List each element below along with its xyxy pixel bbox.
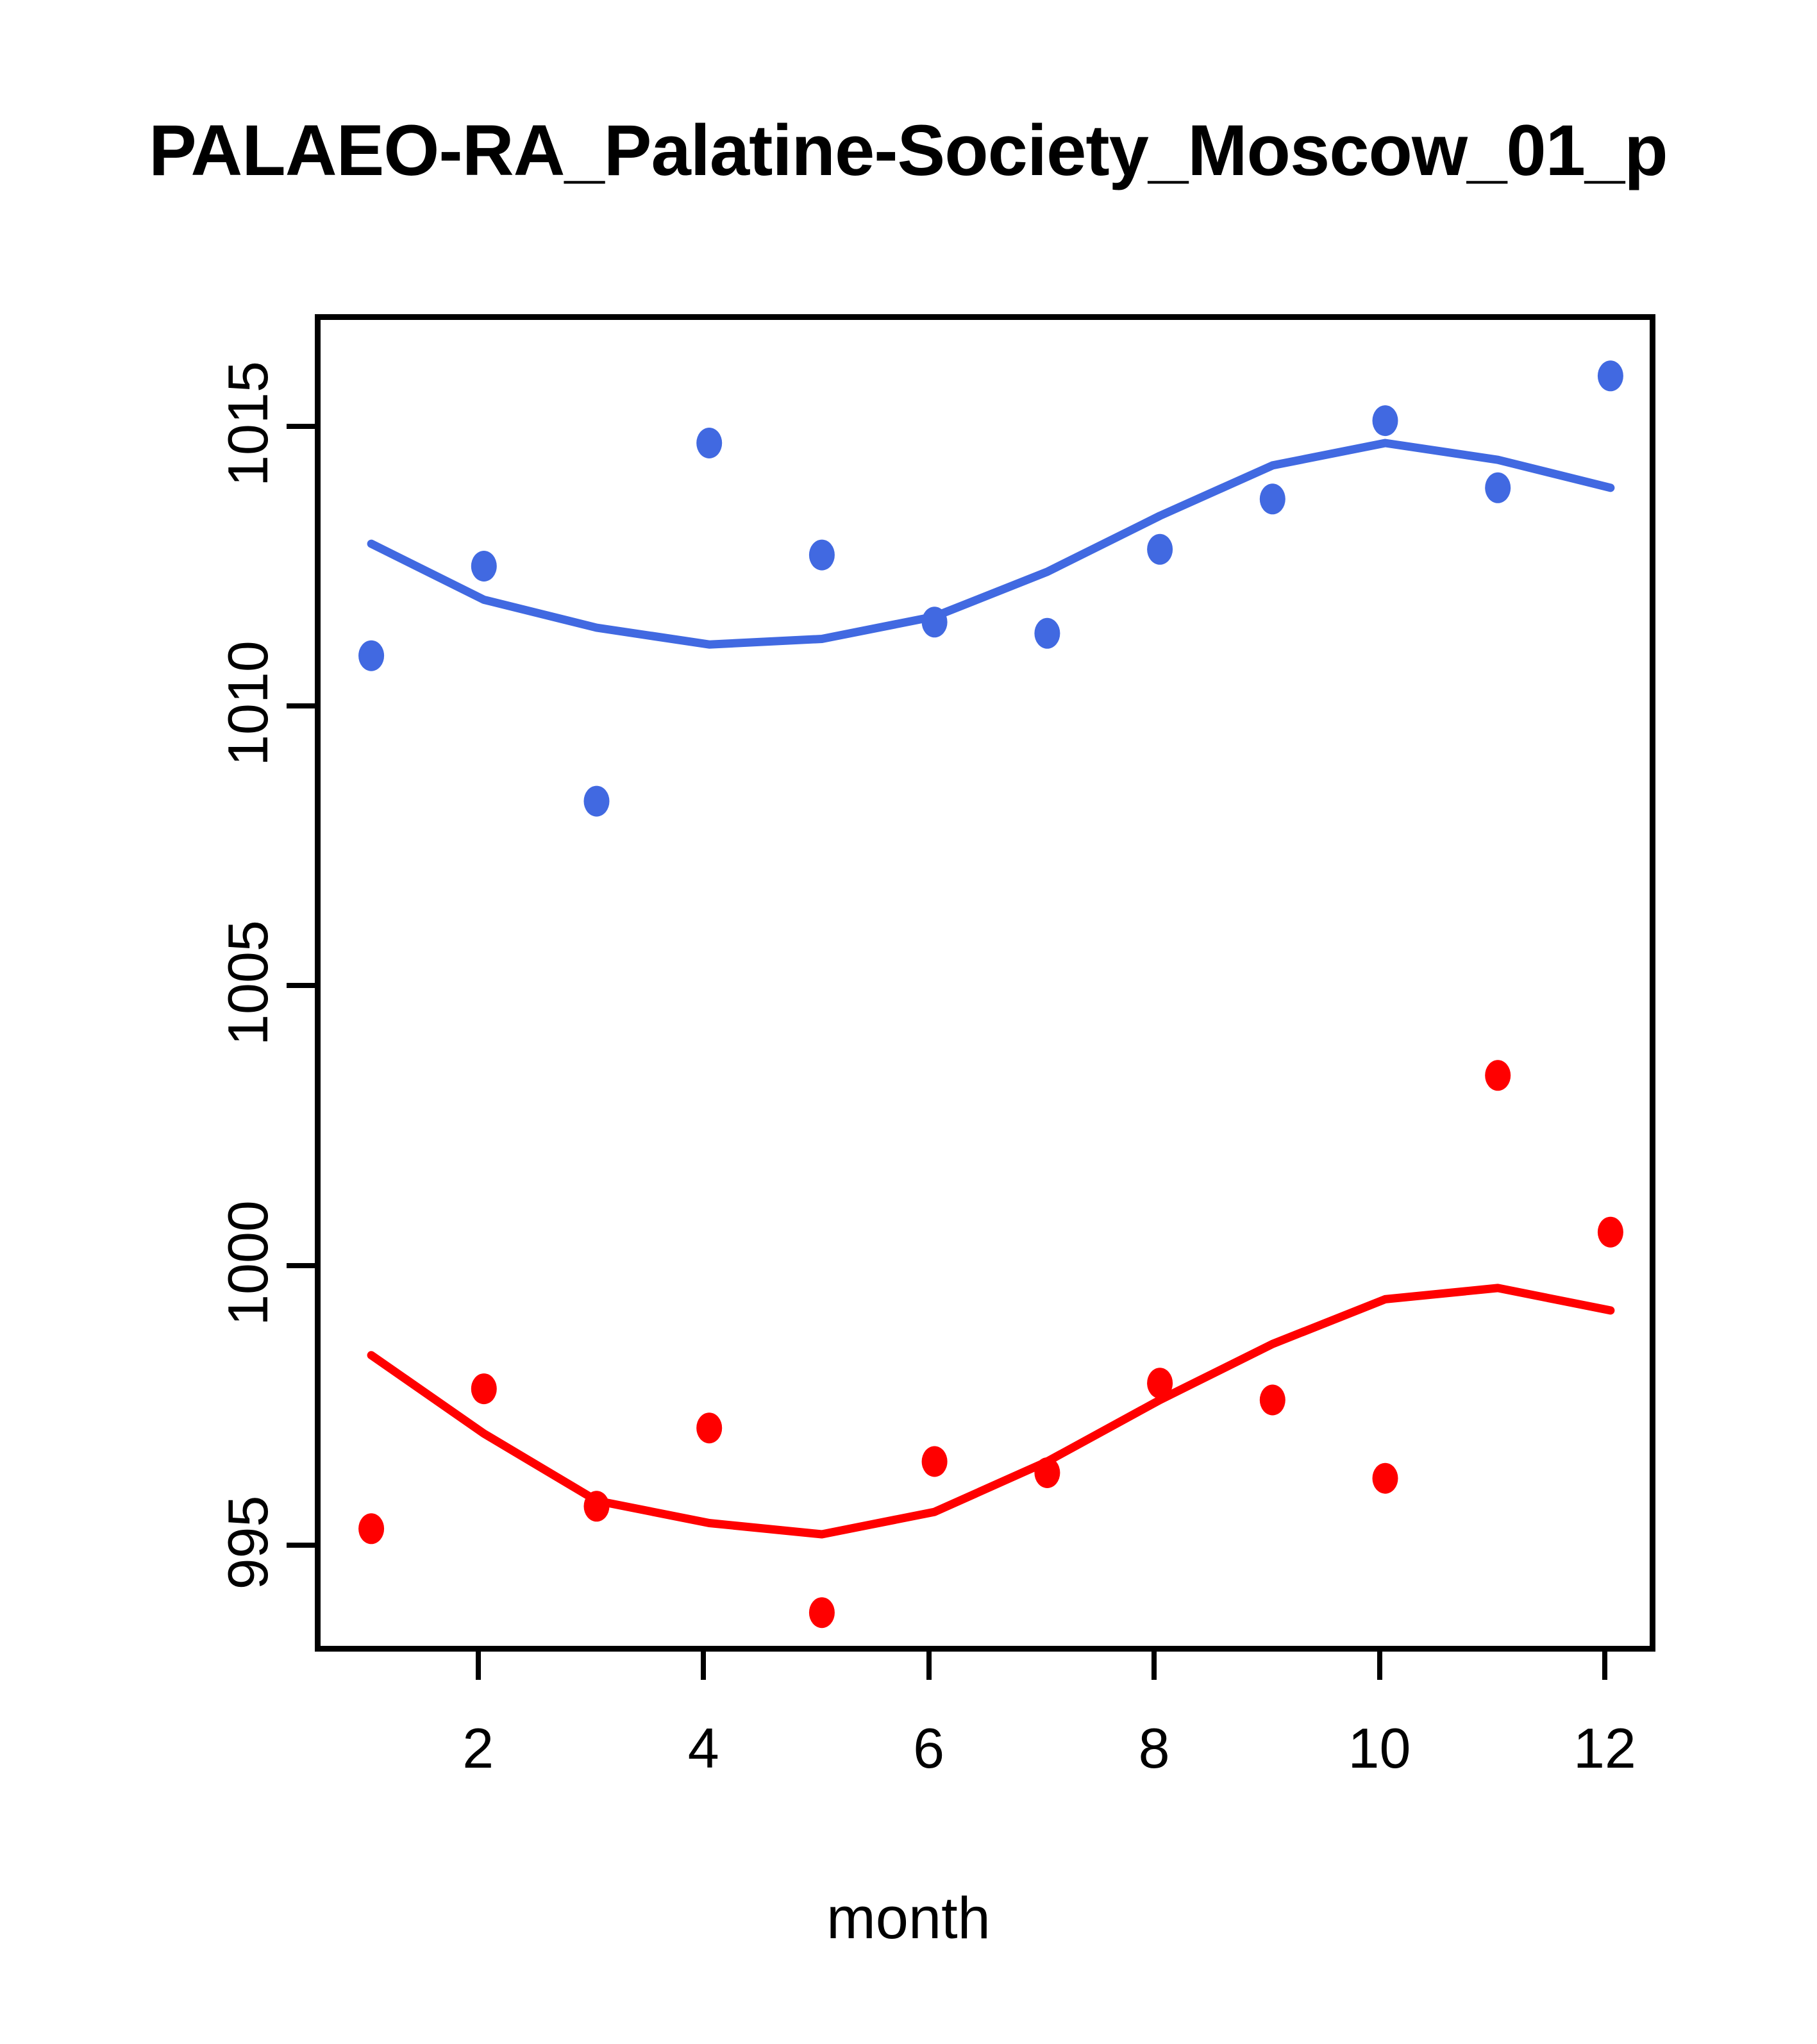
x-axis-tick-label: 6: [913, 1716, 945, 1780]
x-axis-tick-label: 2: [462, 1716, 494, 1780]
x-axis-tick-label: 8: [1138, 1716, 1170, 1780]
x-axis-tick: [701, 1652, 707, 1680]
y-axis-tick: [287, 703, 315, 708]
data-point: [1372, 405, 1398, 437]
data-point: [921, 1446, 948, 1477]
data-point: [1485, 472, 1511, 503]
x-axis-tick: [475, 1652, 481, 1680]
data-point: [808, 539, 835, 571]
y-axis-tick-label: 1010: [216, 641, 280, 766]
x-axis-tick-label: 10: [1348, 1716, 1411, 1780]
data-point: [1597, 1216, 1623, 1248]
y-axis-tick-label: 1000: [216, 1200, 280, 1326]
data-point: [583, 785, 610, 817]
series-data-points: [358, 360, 1623, 1629]
x-axis-tick: [1602, 1652, 1607, 1680]
data-point: [471, 1373, 497, 1405]
data-point: [358, 640, 385, 671]
data-point: [1147, 1368, 1173, 1399]
data-point: [1259, 1384, 1285, 1416]
y-axis-tick: [287, 1543, 315, 1548]
data-point: [921, 607, 948, 638]
y-axis-tick: [287, 423, 315, 429]
data-point: [1372, 1462, 1398, 1494]
data-point: [808, 1597, 835, 1629]
plot-svg: [358, 360, 1623, 1629]
x-axis-tick-label: 4: [687, 1716, 719, 1780]
series-trend-lines: [367, 439, 1615, 1539]
data-point: [696, 428, 723, 458]
data-point: [1034, 617, 1060, 649]
y-axis-tick-label: 1015: [216, 360, 280, 487]
data-point: [583, 1491, 610, 1522]
x-axis-tick: [926, 1652, 932, 1680]
data-point: [1597, 360, 1623, 392]
y-axis-tick-label: 995: [216, 1495, 280, 1590]
data-point: [358, 1513, 385, 1545]
x-axis-title: month: [826, 1886, 991, 1951]
y-axis-tick: [287, 983, 315, 989]
y-axis-tick-label: 1005: [216, 920, 280, 1046]
x-axis-tick-label: 12: [1573, 1716, 1636, 1780]
data-point: [1259, 483, 1285, 515]
data-point: [1147, 533, 1173, 565]
data-point: [1485, 1060, 1511, 1091]
plot-area: [315, 314, 1655, 1652]
y-axis-tick: [287, 1262, 315, 1268]
trend-line-lower-series: [367, 1284, 1615, 1539]
data-point: [471, 551, 497, 582]
x-axis-tick: [1151, 1652, 1157, 1680]
data-point: [1034, 1457, 1060, 1488]
x-axis-tick: [1377, 1652, 1382, 1680]
page-title: PALAEO-RA_Palatine-Society_Moscow_01_p: [149, 110, 1668, 190]
data-point: [696, 1412, 723, 1444]
trend-line-upper-series: [367, 439, 1615, 649]
